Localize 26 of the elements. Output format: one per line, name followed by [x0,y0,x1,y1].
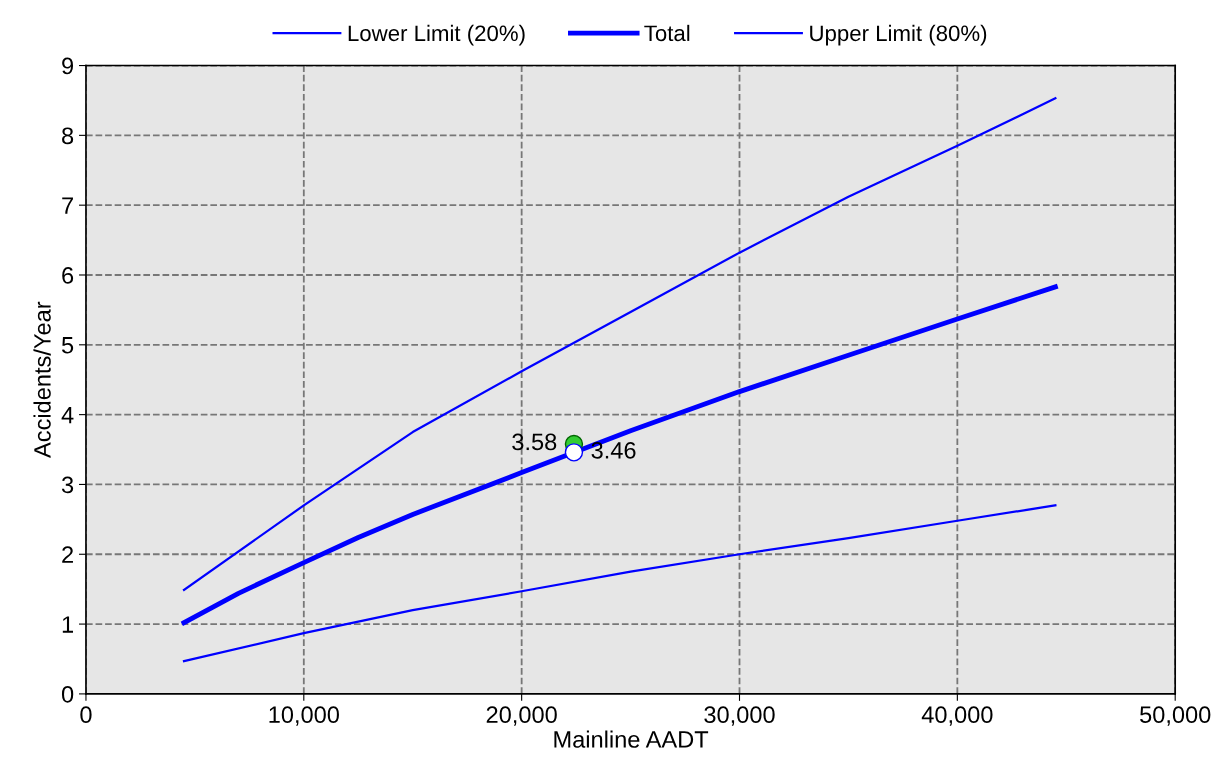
x-tick-label: 10,000 [269,706,339,726]
line-series [181,284,1058,626]
line-series [182,504,1057,663]
y-tick-label: 2 [62,546,73,563]
y-tick-label: 4 [61,406,74,424]
x-tick-label: 0 [80,706,92,724]
legend-label: Total [644,24,690,42]
legend-label: Upper Limit (80%) [810,24,987,46]
x-tick-label: 40,000 [921,706,993,726]
y-tick-label: 6 [62,267,74,284]
y-tick-label: 3 [61,476,74,494]
data-label: 3.46 [591,441,636,459]
x-tick-label: 50,000 [1140,706,1211,726]
y-tick-label: 8 [62,127,74,145]
y-tick-label: 7 [62,197,73,214]
legend-label: Lower Limit (20%) [348,24,525,46]
y-tick-label: 0 [61,685,74,703]
y-axis-title: Accidents/Year [33,301,51,458]
x-tick-label: 30,000 [704,706,775,726]
data-label: 3.58 [512,433,557,451]
x-axis-title: Mainline AADT [554,730,709,748]
y-tick-label: 5 [61,337,74,354]
y-tick-label: 1 [62,616,73,633]
line-series [182,97,1057,591]
x-tick-label: 20,000 [486,706,557,726]
y-tick-label: 9 [62,57,74,75]
